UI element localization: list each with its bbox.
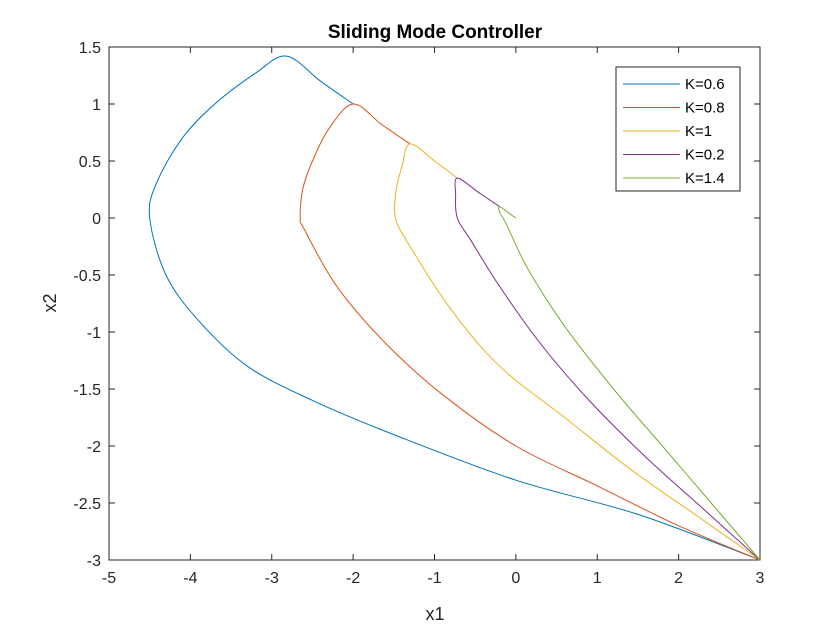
y-tick-label: -2: [87, 439, 101, 456]
legend-entry-4: K=1.4: [685, 170, 725, 187]
legend-entry-2: K=1: [685, 123, 712, 140]
legend-box: [615, 66, 741, 192]
x-axis: -5 -4 -3 -2 -1 0 1 2 3: [102, 47, 765, 587]
y-tick-label: 0: [92, 211, 101, 228]
x-tick-label: -4: [183, 570, 197, 587]
y-tick-label: 1.5: [79, 40, 101, 57]
legend-entry-0: K=0.6: [685, 76, 725, 93]
y-tick-label: 0.5: [79, 154, 101, 171]
y-axis: -3 -2.5 -2 -1.5 -1 -0.5 0 0.5 1 1.5: [73, 40, 760, 570]
y-tick-label: -1: [87, 325, 101, 342]
legend-entry-1: K=0.8: [685, 100, 725, 117]
x-axis-label: x1: [425, 604, 444, 624]
y-tick-label: -3: [87, 553, 101, 570]
y-tick-label: -0.5: [73, 268, 101, 285]
series-line-0: [148, 55, 761, 561]
y-tick-label: -2.5: [73, 496, 101, 513]
legend: K=0.6 K=0.8 K=1 K=0.2 K=1.4: [615, 66, 741, 192]
legend-entry-3: K=0.2: [685, 147, 725, 164]
x-tick-label: 2: [674, 570, 683, 587]
series-layer: [148, 55, 761, 561]
x-tick-label: -1: [427, 570, 441, 587]
x-tick-label: 1: [593, 570, 602, 587]
y-tick-label: 1: [92, 97, 101, 114]
y-tick-label: -1.5: [73, 382, 101, 399]
chart-title: Sliding Mode Controller: [328, 22, 543, 43]
series-line-1: [299, 103, 761, 561]
series-line-2: [393, 143, 761, 561]
series-line-4: [498, 206, 761, 561]
y-axis-label: x2: [40, 293, 60, 312]
x-tick-label: 3: [756, 570, 765, 587]
x-tick-label: -5: [102, 570, 116, 587]
x-tick-label: 0: [511, 570, 520, 587]
series-line-3: [454, 177, 761, 561]
x-tick-label: -3: [265, 570, 279, 587]
x-tick-label: -2: [346, 570, 360, 587]
